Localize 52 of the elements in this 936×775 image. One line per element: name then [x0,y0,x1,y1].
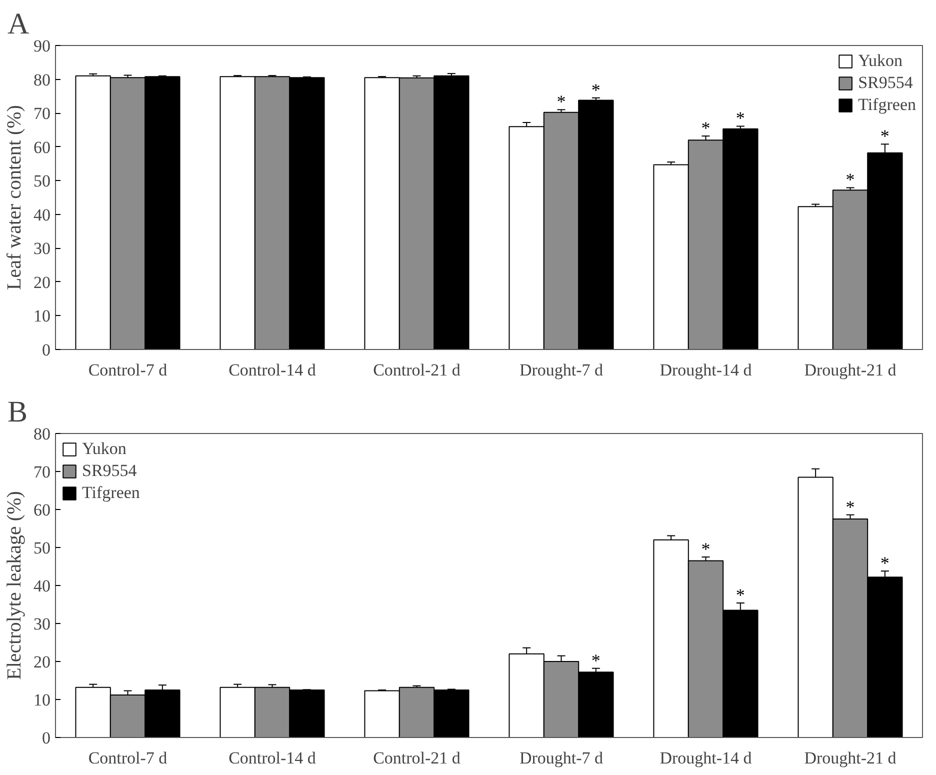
data-label: * [556,92,566,112]
y-tick-label: 70 [34,462,50,482]
x-tick-label: Drought-14 d [660,360,752,380]
x-tick-label: Control-7 d [88,360,168,380]
x-tick-label: Drought-14 d [660,748,752,768]
y-axis-title: Leaf water content (%) [4,105,26,290]
data-label: * [880,126,890,146]
x-tick-label: Control-21 d [373,748,461,768]
chart-title: B [8,396,28,428]
x-tick-label: Control-7 d [88,748,168,768]
data-label: * [701,539,710,559]
legend-label: SR9554 [82,461,137,481]
y-tick-label: 0 [42,728,50,748]
y-tick-label: 90 [34,36,50,56]
y-tick-label: 80 [34,424,50,444]
data-label: * [846,496,855,517]
x-tick-label: Drought-7 d [519,360,604,380]
y-tick-label: 50 [34,172,50,191]
y-tick-label: 80 [34,70,50,90]
x-tick-label: Drought-21 d [804,748,897,768]
data-label: * [591,80,600,100]
y-tick-label: 20 [34,272,50,292]
x-tick-label: Drought-7 d [519,748,604,768]
data-label: * [701,118,710,138]
y-tick-label: 30 [34,239,50,258]
y-tick-label: 60 [34,500,50,520]
legend-label: SR9554 [858,73,913,93]
x-tick-label: Control-21 d [373,360,461,380]
legend-label: Tifgreen [82,483,140,503]
y-tick-label: 50 [34,538,50,558]
chart-title: A [8,8,30,40]
x-tick-label: Control-14 d [228,748,316,768]
y-tick-label: 40 [34,205,50,224]
y-tick-label: 10 [34,306,50,326]
y-tick-label: 40 [34,576,50,596]
data-label: * [591,650,600,670]
x-tick-label: Control-14 d [228,360,316,380]
data-label: * [846,170,855,190]
y-tick-label: 30 [34,614,50,634]
y-tick-label: 20 [34,652,50,672]
data-label: * [736,584,745,605]
x-tick-label: Drought-21 d [804,360,897,380]
y-axis-title: Electrolyte leakage (%) [4,491,26,680]
data-label: * [736,108,745,128]
y-tick-label: 60 [34,138,50,157]
y-tick-label: 0 [42,340,50,360]
legend-label: Yukon [82,439,126,459]
data-label: * [880,553,890,574]
legend-label: Tifgreen [858,95,916,115]
y-tick-label: 70 [34,104,50,124]
legend-label: Yukon [858,51,902,71]
y-tick-label: 10 [34,690,50,710]
